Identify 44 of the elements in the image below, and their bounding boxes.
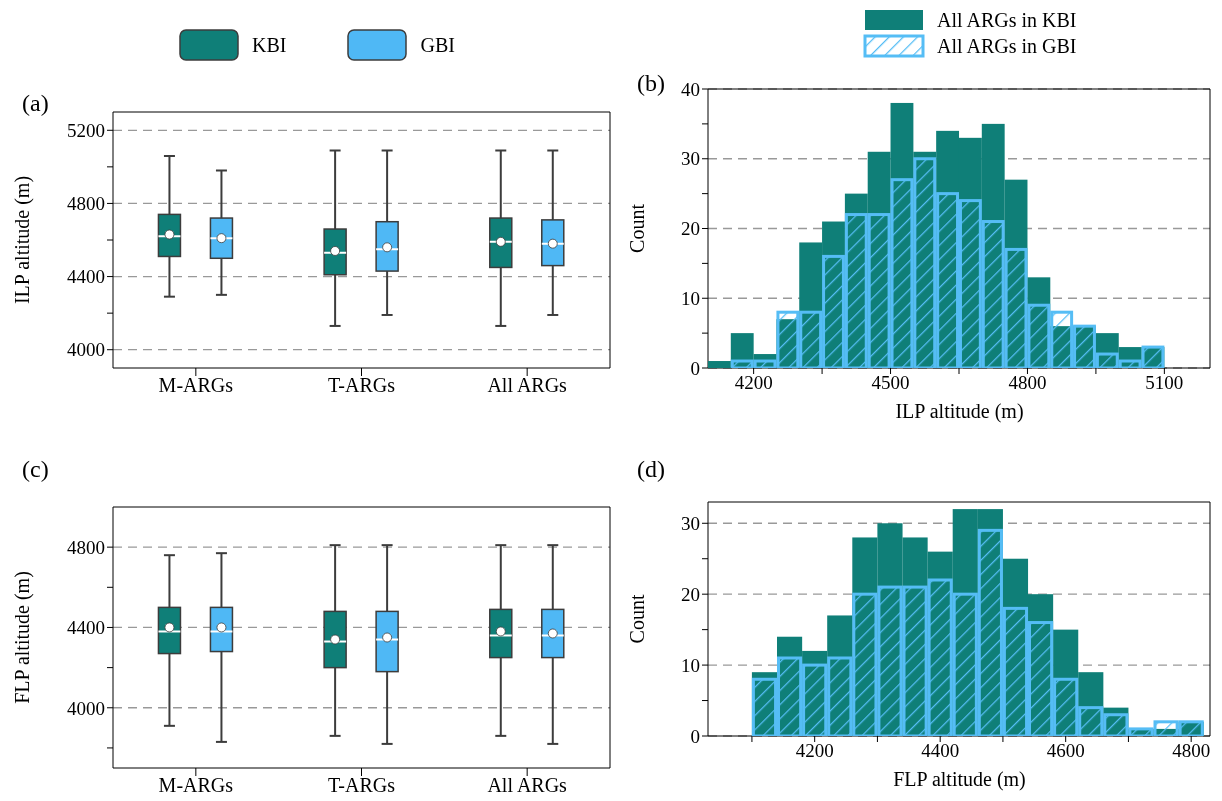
- y-axis-title: FLP altitude (m): [11, 571, 35, 704]
- y-tick-label: 20: [681, 218, 700, 240]
- x-tick-label: T-ARGs: [327, 374, 396, 397]
- y-axis-title: Count: [626, 594, 649, 644]
- legend-label: All ARGs in KBI: [937, 8, 1077, 32]
- x-axis-title: FLP altitude (m): [892, 768, 1027, 791]
- x-tick-label: 4600: [1046, 740, 1085, 762]
- x-tick-label: M-ARGs: [158, 774, 234, 797]
- x-tick-label: 4800: [1172, 740, 1211, 762]
- y-tick-label: 30: [681, 148, 700, 170]
- x-tick-label: All ARGs: [487, 374, 568, 397]
- y-axis-title: ILP altitude (m): [11, 175, 35, 305]
- x-axis-title: ILP altitude (m): [894, 400, 1025, 423]
- y-tick-label: 10: [681, 287, 700, 309]
- chart-title: (d): [637, 456, 665, 483]
- x-tick-label: 4400: [921, 740, 960, 762]
- x-tick-label: 4200: [734, 372, 773, 394]
- chart-title: (a): [22, 90, 49, 117]
- y-tick-label: 10: [681, 654, 700, 676]
- legend-label: GBI: [420, 33, 455, 57]
- x-tick-label: All ARGs: [487, 774, 568, 797]
- x-tick-label: M-ARGs: [158, 374, 234, 397]
- legend-label: All ARGs in GBI: [937, 34, 1077, 58]
- y-tick-label: 0: [690, 357, 700, 379]
- y-tick-label: 4400: [67, 617, 105, 639]
- x-tick-label: 4800: [1008, 372, 1047, 394]
- chart-title: (c): [22, 456, 49, 483]
- y-tick-label: 4000: [67, 339, 105, 361]
- x-tick-label: 5100: [1145, 372, 1184, 394]
- y-tick-label: 4400: [67, 266, 105, 288]
- y-axis-title: Count: [626, 203, 649, 253]
- chart-title: (b): [637, 70, 665, 97]
- x-tick-label: T-ARGs: [327, 774, 396, 797]
- x-tick-label: 4500: [871, 372, 910, 394]
- y-tick-label: 4800: [67, 193, 105, 215]
- y-tick-label: 40: [681, 78, 700, 100]
- legend-label: KBI: [252, 33, 287, 57]
- x-tick-label: 4200: [795, 740, 834, 762]
- y-tick-label: 4000: [67, 697, 105, 719]
- y-tick-label: 5200: [67, 120, 105, 142]
- y-tick-label: 20: [681, 583, 700, 605]
- y-tick-label: 0: [690, 725, 700, 747]
- y-tick-label: 4800: [67, 536, 105, 558]
- y-tick-label: 30: [681, 513, 700, 535]
